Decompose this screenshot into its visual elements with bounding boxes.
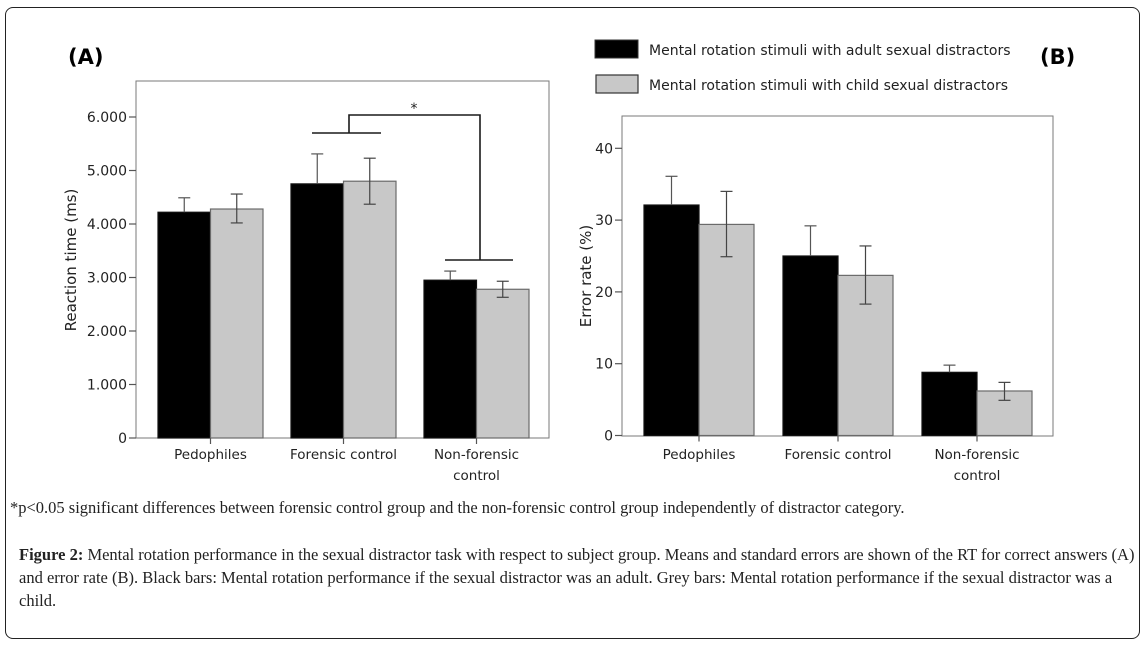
x-category-label: Non-forensic [934, 447, 1019, 463]
x-category-label: Pedophiles [174, 447, 247, 463]
y-tick-label: 20 [595, 285, 613, 301]
panel-b-y-axis: 0 10 20 30 40 [595, 141, 622, 445]
figure-caption: Figure 2: Mental rotation performance in… [19, 543, 1144, 612]
y-tick-label: 40 [595, 141, 613, 157]
figure-caption-label: Figure 2: [19, 545, 84, 564]
x-category-label: Non-forensic [434, 447, 519, 463]
panel-a-y-axis: 0 1.000 2.000 3.000 4.000 5.000 6.000 [87, 110, 136, 447]
legend-label-adult: Mental rotation stimuli with adult sexua… [649, 43, 1011, 59]
figure-frame [5, 7, 1140, 639]
bar-child [475, 288, 530, 439]
bar-adult [157, 211, 212, 439]
bar-adult [921, 371, 978, 437]
panel-a-bars [157, 180, 530, 439]
y-tick-label: 1.000 [87, 378, 127, 394]
x-category-label: control [453, 468, 500, 484]
x-category-label: Pedophiles [663, 447, 736, 463]
y-tick-label: 3.000 [87, 271, 127, 287]
bar-child [698, 223, 755, 437]
y-tick-label: 10 [595, 357, 613, 373]
panel-a-x-axis: Pedophiles Forensic control Non-forensic co… [174, 438, 519, 484]
panel-b-label: (B) [1040, 45, 1075, 69]
panel-a-label: (A) [68, 45, 103, 69]
panel-b-y-axis-title: Error rate (%) [577, 225, 595, 328]
legend-label-child: Mental rotation stimuli with child sexua… [649, 78, 1008, 94]
y-tick-label: 30 [595, 213, 613, 229]
bar-adult [643, 204, 700, 437]
legend-swatch-adult [594, 39, 639, 59]
figure-svg: (A) 0 1.000 2.000 3.000 4.000 5.000 6.000 Pedo… [62, 39, 1075, 484]
legend: Mental rotation stimuli with adult sexua… [594, 39, 1011, 94]
bar-adult [423, 279, 478, 439]
panel-b-error-bars [665, 175, 1011, 401]
y-tick-label: 0 [118, 431, 127, 447]
y-tick-label: 6.000 [87, 110, 127, 126]
y-tick-label: 2.000 [87, 324, 127, 340]
significance-asterisk: * [411, 101, 418, 117]
bar-adult [782, 255, 839, 437]
x-category-label: control [954, 468, 1001, 484]
y-tick-label: 5.000 [87, 164, 127, 180]
x-category-label: Forensic control [785, 447, 892, 463]
bar-adult [290, 183, 345, 439]
significance-footnote: *p<0.05 significant differences between … [10, 498, 905, 517]
y-tick-label: 4.000 [87, 217, 127, 233]
bracket-connector [348, 114, 481, 260]
bar-child [209, 208, 264, 439]
panel-a-y-axis-title: Reaction time (ms) [62, 189, 80, 332]
x-category-label: Forensic control [290, 447, 397, 463]
panel-a: (A) 0 1.000 2.000 3.000 4.000 5.000 6.000 Pedo… [62, 45, 550, 484]
panel-b: (B) 0 10 20 30 40 Pedophiles Forensic control… [577, 45, 1075, 484]
legend-swatch-child [595, 74, 639, 94]
panel-a-error-bars [178, 153, 509, 298]
figure-caption-text: Mental rotation performance in the sexua… [19, 545, 1135, 610]
panel-b-x-axis: Pedophiles Forensic control Non-forensic co… [663, 435, 1020, 484]
y-tick-label: 0 [604, 429, 613, 445]
significance-bracket [312, 114, 513, 261]
bar-child [342, 180, 397, 439]
